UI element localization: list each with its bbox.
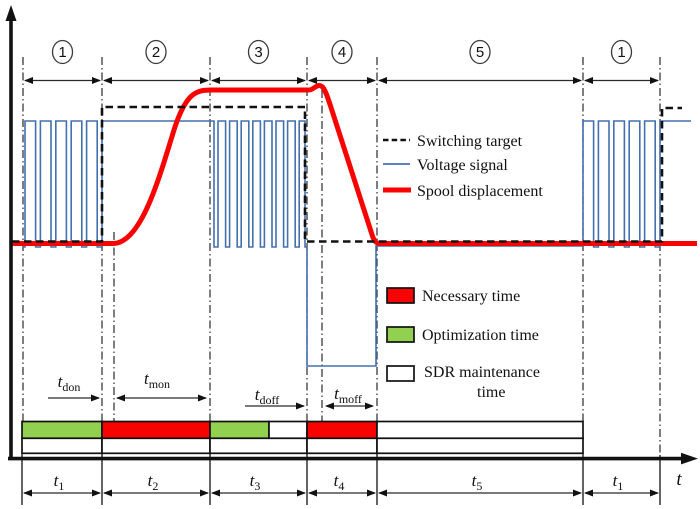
bar-row2-seg-4 (306, 437, 378, 455)
t-doff-label: tdoff (255, 385, 280, 407)
bar-seg-sdr-2 (376, 420, 584, 440)
necessary-time-swatch (386, 287, 415, 304)
switching-target-curve (12, 105, 682, 243)
phase2-number: 2 (152, 44, 160, 61)
necessary-time-label: Necessary time (422, 288, 520, 305)
t-don-label: tdon (58, 372, 81, 394)
time-axis-label: t (676, 469, 682, 490)
axes (5, 5, 698, 465)
t1-label: t1 (54, 471, 65, 493)
phase6-number: 1 (617, 44, 625, 61)
bar-seg-necessary-2 (306, 420, 378, 440)
bar-seg-optimization-1 (21, 420, 103, 440)
bar-seg-sdr-1 (268, 420, 308, 440)
t2-label: t2 (148, 471, 159, 493)
bar-row2-seg-2 (101, 437, 211, 455)
time-bar (21, 420, 584, 455)
t6-label: t1 (613, 471, 624, 493)
phase5-circle (469, 39, 491, 65)
bar-seg-optimization-2 (209, 420, 270, 440)
optimization-time-swatch (386, 326, 415, 343)
t5-label: t5 (472, 471, 483, 493)
bar-row2-seg-3 (209, 437, 308, 455)
phase6-circle (610, 39, 633, 65)
sdr-maintenance-swatch (386, 365, 415, 382)
phase4-circle (331, 39, 353, 65)
spool-displacement-legend-label: Spool displacement (417, 183, 543, 200)
line-legend: Switching target Voltage signal Spool di… (383, 133, 543, 200)
x-axis-arrowhead (681, 452, 698, 465)
phase3-number: 3 (254, 44, 262, 61)
bar-row2-seg-1 (21, 437, 103, 455)
t-mon-label: tmon (144, 369, 170, 391)
voltage-signal-curve (23, 120, 691, 367)
bar-row2-seg-5 (376, 437, 584, 455)
sdr-maintenance-label-line2: time (477, 384, 505, 401)
optimization-time-label: Optimization time (422, 327, 539, 344)
t4-label: t4 (334, 471, 345, 493)
spool-displacement-curve (10, 82, 697, 246)
phase1-number: 1 (58, 44, 66, 61)
time-interval-dimensions: t1 t2 t3 t4 t5 t1 t (21, 453, 682, 505)
t3-label: t3 (250, 471, 261, 493)
y-axis-arrowhead (5, 5, 17, 21)
box-legend: Necessary time Optimization time SDR mai… (386, 287, 540, 401)
phase-number-badges: 1 2 3 4 5 1 (51, 39, 633, 65)
voltage-signal-legend-label: Voltage signal (417, 157, 508, 174)
t-moff-label: tmoff (334, 384, 362, 406)
phase4-number: 4 (338, 44, 346, 61)
phase5-number: 5 (476, 44, 484, 61)
switching-target-legend-label: Switching target (417, 133, 523, 150)
bar-seg-necessary-1 (101, 420, 211, 440)
timing-marks: tdon tmon tdoff tmoff (48, 369, 374, 410)
phase3-circle (247, 39, 270, 65)
phase2-circle (145, 39, 167, 65)
phase1-circle (51, 39, 74, 65)
sdr-maintenance-label-line1: SDR maintenance (424, 364, 540, 381)
